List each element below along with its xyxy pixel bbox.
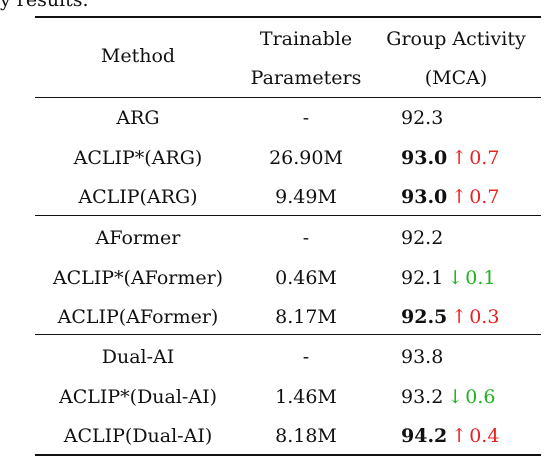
method-cell: ACLIP(Dual-AI) bbox=[63, 425, 213, 447]
accuracy-value: 93.8 bbox=[401, 346, 444, 368]
accuracy-cell: 92.5 ↑ 0.3 bbox=[401, 305, 499, 329]
method-cell: ACLIP*(ARG) bbox=[73, 147, 203, 169]
method-cell: ACLIP*(AFormer) bbox=[52, 267, 224, 289]
accuracy-value: 92.5 bbox=[401, 306, 448, 328]
top-rule bbox=[35, 16, 541, 18]
delta-amount: 0.7 bbox=[469, 186, 500, 208]
delta-amount: 0.1 bbox=[465, 267, 496, 289]
delta-indicator: ↑ 0.3 bbox=[447, 306, 499, 328]
accuracy-value: 93.2 bbox=[401, 386, 444, 408]
accuracy-value: 92.1 bbox=[401, 267, 444, 289]
header-acc-line1: Group Activity bbox=[386, 28, 526, 50]
delta-amount: 0.3 bbox=[469, 306, 500, 328]
delta-indicator: ↓ 0.6 bbox=[443, 386, 495, 408]
params-cell: 9.49M bbox=[275, 186, 337, 208]
bottom-rule bbox=[35, 454, 541, 456]
delta-amount: 0.4 bbox=[469, 425, 500, 447]
method-cell: ACLIP(AFormer) bbox=[57, 306, 219, 328]
arrow-down-icon: ↓ bbox=[447, 267, 464, 289]
delta-amount: 0.7 bbox=[469, 147, 500, 169]
header-acc-line2: (MCA) bbox=[424, 67, 488, 89]
arrow-up-icon: ↑ bbox=[451, 306, 468, 328]
method-cell: Dual-AI bbox=[101, 346, 175, 368]
method-cell: ARG bbox=[116, 107, 160, 129]
group-rule-2 bbox=[35, 334, 541, 335]
accuracy-cell: 92.1 ↓ 0.1 bbox=[401, 266, 495, 290]
params-cell: - bbox=[302, 107, 310, 129]
header-rule bbox=[35, 97, 541, 98]
arrow-up-icon: ↑ bbox=[451, 147, 468, 169]
arrow-up-icon: ↑ bbox=[451, 425, 468, 447]
method-cell: AFormer bbox=[95, 227, 181, 249]
accuracy-value: 93.0 bbox=[401, 147, 448, 169]
header-params-line1: Trainable bbox=[259, 28, 353, 50]
params-cell: 8.17M bbox=[275, 306, 337, 328]
accuracy-value: 92.3 bbox=[401, 107, 444, 129]
accuracy-value: 92.2 bbox=[401, 227, 444, 249]
params-cell: 0.46M bbox=[275, 267, 337, 289]
method-cell: ACLIP*(Dual-AI) bbox=[58, 386, 217, 408]
accuracy-cell: 94.2 ↑ 0.4 bbox=[401, 424, 499, 448]
accuracy-value: 93.0 bbox=[401, 186, 448, 208]
delta-amount: 0.6 bbox=[465, 386, 496, 408]
arrow-down-icon: ↓ bbox=[447, 386, 464, 408]
accuracy-cell: 92.3 bbox=[401, 106, 443, 130]
group-rule-1 bbox=[35, 215, 541, 216]
params-cell: - bbox=[302, 227, 310, 249]
accuracy-cell: 93.2 ↓ 0.6 bbox=[401, 385, 495, 409]
delta-indicator: ↓ 0.1 bbox=[443, 267, 495, 289]
params-cell: 8.18M bbox=[275, 425, 337, 447]
header-params-line2: Parameters bbox=[250, 67, 362, 89]
accuracy-cell: 93.0 ↑ 0.7 bbox=[401, 146, 499, 170]
method-cell: ACLIP(ARG) bbox=[78, 186, 198, 208]
params-cell: - bbox=[302, 346, 310, 368]
delta-indicator: ↑ 0.7 bbox=[447, 147, 499, 169]
accuracy-cell: 92.2 bbox=[401, 226, 443, 250]
header-method: Method bbox=[100, 45, 176, 67]
arrow-up-icon: ↑ bbox=[451, 186, 468, 208]
params-cell: 1.46M bbox=[275, 386, 337, 408]
caption-tail: y results. bbox=[0, 0, 89, 11]
accuracy-cell: 93.8 bbox=[401, 345, 443, 369]
accuracy-value: 94.2 bbox=[401, 425, 448, 447]
delta-indicator: ↑ 0.7 bbox=[447, 186, 499, 208]
accuracy-cell: 93.0 ↑ 0.7 bbox=[401, 185, 499, 209]
delta-indicator: ↑ 0.4 bbox=[447, 425, 499, 447]
params-cell: 26.90M bbox=[269, 147, 343, 169]
